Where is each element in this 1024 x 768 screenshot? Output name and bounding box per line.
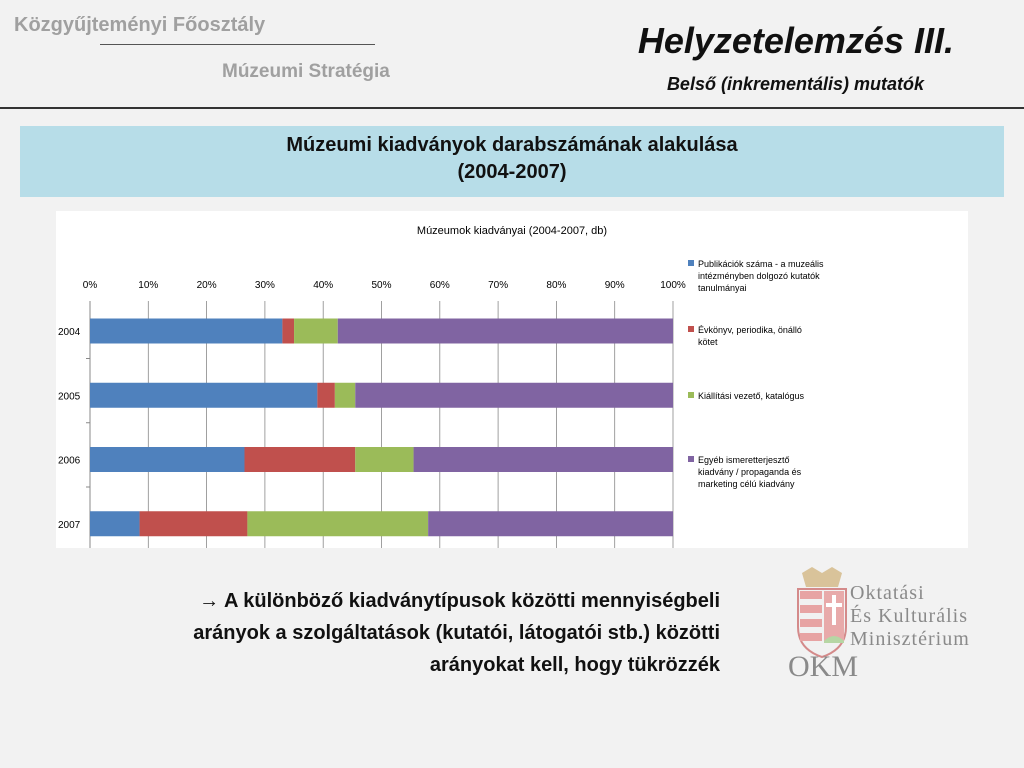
legend-label-line: Kiállítási vezető, katalógus	[698, 391, 805, 401]
chart-title: Múzeumok kiadványai (2004-2007, db)	[417, 225, 607, 237]
bar-segment	[139, 511, 248, 537]
bar-segment	[90, 447, 245, 472]
legend-label-line: marketing célú kiadvány	[698, 479, 795, 489]
note-line3: arányokat kell, hogy tükrözzék	[429, 654, 720, 676]
bar-segment	[337, 318, 673, 344]
chart-panel: Múzeumok kiadványai (2004-2007, db) 0% 10%…	[56, 211, 968, 548]
bar-segment	[413, 447, 673, 472]
x-tick-label: 90%	[605, 280, 625, 291]
section-heading-box: Múzeumi kiadványok darabszámának alakulá…	[20, 126, 1004, 197]
legend-label: Évkönyv, periodika, önálló kötet	[698, 325, 802, 347]
note-line1: → A különböző kiadványtípusok közötti me…	[80, 585, 720, 617]
conclusion-note: → A különböző kiadványtípusok közötti me…	[80, 585, 720, 681]
legend-label-line: Évkönyv, periodika, önálló	[698, 325, 802, 335]
section-heading-line1: Múzeumi kiadványok darabszámának alakulá…	[286, 134, 738, 156]
bar-segment	[317, 382, 335, 408]
category-label: 2007	[58, 520, 81, 531]
bar-segment	[90, 511, 140, 537]
category-label: 2006	[58, 456, 81, 467]
note-line2: arányok a szolgáltatások (kutatói, látog…	[193, 622, 720, 644]
bar-segment	[282, 318, 295, 344]
ministry-line3: Minisztérium	[850, 628, 970, 650]
header-divider	[100, 44, 375, 45]
legend-label-line: Publikációk száma - a muzeális	[698, 259, 824, 269]
x-tick-label: 70%	[488, 280, 508, 291]
legend-label-line: kiadvány / propaganda és	[698, 467, 802, 477]
legend-swatch	[688, 326, 694, 332]
x-tick-label: 60%	[430, 280, 450, 291]
stacked-bar-chart: Múzeumok kiadványai (2004-2007, db) 0% 10%…	[58, 225, 824, 548]
x-tick-label: 20%	[197, 280, 217, 291]
header-rule	[0, 107, 1024, 109]
legend-swatch	[688, 260, 694, 266]
bar-segment	[247, 511, 429, 537]
x-tick-label: 40%	[313, 280, 333, 291]
ministry-name: Oktatási És Kulturális Minisztérium	[850, 582, 970, 651]
x-tick-label: 100%	[660, 280, 686, 291]
category-label: 2005	[58, 391, 81, 402]
bar-segment	[428, 511, 673, 537]
section-heading-line2: (2004-2007)	[457, 161, 567, 183]
legend-swatch	[688, 456, 694, 462]
legend-label: Kiállítási vezető, katalógus	[698, 391, 805, 401]
bar-segment	[90, 382, 318, 408]
x-tick-label: 50%	[371, 280, 391, 291]
department-name: Közgyűjteményi Főosztály	[14, 14, 266, 36]
note-line1-text: A különböző kiadványtípusok közötti menn…	[224, 590, 720, 612]
bar-segment	[355, 447, 414, 472]
ministry-line1: Oktatási	[850, 582, 925, 604]
okm-crest-icon	[797, 567, 847, 659]
slide-title: Helyzetelemzés III.	[637, 20, 954, 61]
ministry-abbreviation: OKM	[788, 650, 859, 683]
bar-segment	[294, 318, 338, 344]
legend-label: Publikációk száma - a muzeális intézményb…	[698, 259, 824, 293]
legend-label: Egyéb ismeretterjesztő kiadvány / propaga…	[698, 455, 802, 489]
legend-swatch	[688, 392, 694, 398]
bar-segment	[355, 382, 673, 408]
bar-segment	[244, 447, 356, 472]
x-tick-label: 30%	[255, 280, 275, 291]
strategy-subtitle: Múzeumi Stratégia	[222, 61, 390, 82]
bar-segment	[90, 318, 283, 344]
ministry-line2: És Kulturális	[850, 605, 968, 627]
arrow-icon: →	[199, 590, 220, 612]
x-tick-label: 80%	[546, 280, 566, 291]
x-tick-label: 10%	[138, 280, 158, 291]
slide-subtitle: Belső (inkrementális) mutatók	[666, 74, 924, 94]
category-label: 2004	[58, 327, 81, 338]
bar-segment	[334, 382, 356, 408]
legend-label-line: intézményben dolgozó kutatók	[698, 271, 820, 281]
legend-label-line: Egyéb ismeretterjesztő	[698, 455, 790, 465]
legend-label-line: kötet	[698, 337, 718, 347]
x-tick-label: 0%	[83, 280, 98, 291]
legend-label-line: tanulmányai	[698, 283, 747, 293]
